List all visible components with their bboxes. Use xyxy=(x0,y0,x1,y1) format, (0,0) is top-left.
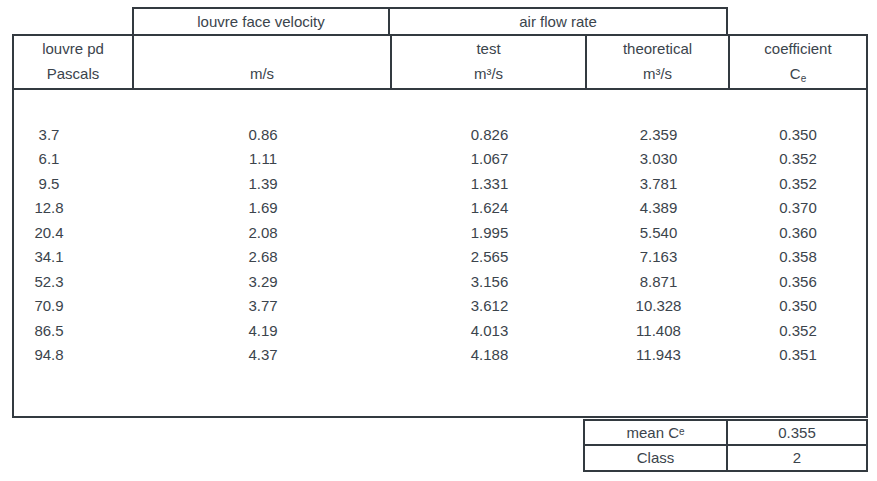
group-header-label: air flow rate xyxy=(519,13,597,30)
table-row: 70.9 3.77 3.612 10.328 0.350 xyxy=(14,294,866,319)
table-body-rows: 3.7 0.86 0.826 2.359 0.350 6.1 1.11 1.06… xyxy=(14,122,866,367)
cell-coefficient: 0.351 xyxy=(730,346,866,363)
cell-velocity: 1.69 xyxy=(134,199,392,216)
summary-mean-value: 0.355 xyxy=(728,421,866,446)
cell-velocity: 2.68 xyxy=(134,248,392,265)
cell-louvre-pd: 52.3 xyxy=(14,273,134,290)
cell-test-flow: 4.188 xyxy=(392,346,587,363)
cell-velocity: 3.77 xyxy=(134,297,392,314)
cell-theoretical-flow: 3.030 xyxy=(587,150,730,167)
column-header-coefficient: coefficient Ce xyxy=(730,36,866,88)
column-header-unit: m³/s xyxy=(643,65,672,83)
cell-theoretical-flow: 7.163 xyxy=(587,248,730,265)
cell-louvre-pd: 86.5 xyxy=(14,322,134,339)
table-row: 34.1 2.68 2.565 7.163 0.358 xyxy=(14,245,866,270)
column-header-velocity: m/s xyxy=(134,36,392,88)
column-header-row: louvre pd Pascals m/s test m³/s theoreti… xyxy=(12,34,868,90)
cell-coefficient: 0.356 xyxy=(730,273,866,290)
cell-coefficient: 0.352 xyxy=(730,322,866,339)
column-header-unit: Pascals xyxy=(47,65,100,83)
cell-test-flow: 2.565 xyxy=(392,248,587,265)
cell-theoretical-flow: 8.871 xyxy=(587,273,730,290)
cell-coefficient: 0.352 xyxy=(730,150,866,167)
table-row: 6.1 1.11 1.067 3.030 0.352 xyxy=(14,147,866,172)
cell-louvre-pd: 3.7 xyxy=(14,126,134,143)
cell-louvre-pd: 70.9 xyxy=(14,297,134,314)
table-row: 94.8 4.37 4.188 11.943 0.351 xyxy=(14,343,866,368)
cell-theoretical-flow: 11.408 xyxy=(587,322,730,339)
table-row: 20.4 2.08 1.995 5.540 0.360 xyxy=(14,220,866,245)
column-header-test: test m³/s xyxy=(392,36,587,88)
coefficient-subscript: e xyxy=(801,73,807,84)
column-header-title: coefficient xyxy=(764,40,831,58)
cell-theoretical-flow: 4.389 xyxy=(587,199,730,216)
column-header-unit: m/s xyxy=(250,65,274,83)
louvre-test-data-table: louvre face velocity air flow rate louvr… xyxy=(0,0,877,481)
summary-box: mean Ce 0.355 Class 2 xyxy=(583,419,868,472)
cell-coefficient: 0.350 xyxy=(730,126,866,143)
cell-velocity: 0.86 xyxy=(134,126,392,143)
cell-theoretical-flow: 10.328 xyxy=(587,297,730,314)
cell-coefficient: 0.360 xyxy=(730,224,866,241)
cell-velocity: 1.11 xyxy=(134,150,392,167)
table-row: 86.5 4.19 4.013 11.408 0.352 xyxy=(14,318,866,343)
column-header-title: theoretical xyxy=(623,40,692,58)
group-header-label: louvre face velocity xyxy=(197,13,325,30)
cell-louvre-pd: 34.1 xyxy=(14,248,134,265)
cell-velocity: 1.39 xyxy=(134,175,392,192)
table-row: 12.8 1.69 1.624 4.389 0.370 xyxy=(14,196,866,221)
column-header-unit: Ce xyxy=(790,65,806,83)
table-row: 3.7 0.86 0.826 2.359 0.350 xyxy=(14,122,866,147)
cell-coefficient: 0.370 xyxy=(730,199,866,216)
cell-velocity: 3.29 xyxy=(134,273,392,290)
cell-louvre-pd: 94.8 xyxy=(14,346,134,363)
summary-mean-label: mean Ce xyxy=(585,421,728,446)
cell-test-flow: 3.612 xyxy=(392,297,587,314)
cell-test-flow: 1.624 xyxy=(392,199,587,216)
cell-test-flow: 0.826 xyxy=(392,126,587,143)
cell-theoretical-flow: 2.359 xyxy=(587,126,730,143)
cell-louvre-pd: 20.4 xyxy=(14,224,134,241)
cell-louvre-pd: 12.8 xyxy=(14,199,134,216)
summary-class-value: 2 xyxy=(728,446,866,471)
column-header-title: test xyxy=(476,40,500,58)
cell-test-flow: 1.995 xyxy=(392,224,587,241)
cell-velocity: 2.08 xyxy=(134,224,392,241)
table-row: 9.5 1.39 1.331 3.781 0.352 xyxy=(14,171,866,196)
cell-velocity: 4.19 xyxy=(134,322,392,339)
column-header-unit: m³/s xyxy=(474,65,503,83)
summary-class-label: Class xyxy=(585,446,728,471)
cell-theoretical-flow: 5.540 xyxy=(587,224,730,241)
cell-theoretical-flow: 3.781 xyxy=(587,175,730,192)
cell-coefficient: 0.352 xyxy=(730,175,866,192)
cell-louvre-pd: 6.1 xyxy=(14,150,134,167)
column-header-theoretical: theoretical m³/s xyxy=(587,36,730,88)
cell-test-flow: 1.331 xyxy=(392,175,587,192)
cell-test-flow: 4.013 xyxy=(392,322,587,339)
column-header-title: louvre pd xyxy=(42,40,104,58)
cell-velocity: 4.37 xyxy=(134,346,392,363)
group-header-air-flow-rate: air flow rate xyxy=(388,7,728,36)
column-header-louvre-pd: louvre pd Pascals xyxy=(14,36,134,88)
cell-test-flow: 3.156 xyxy=(392,273,587,290)
cell-coefficient: 0.358 xyxy=(730,248,866,265)
cell-theoretical-flow: 11.943 xyxy=(587,346,730,363)
cell-coefficient: 0.350 xyxy=(730,297,866,314)
cell-louvre-pd: 9.5 xyxy=(14,175,134,192)
group-header-louvre-face-velocity: louvre face velocity xyxy=(132,7,390,36)
table-row: 52.3 3.29 3.156 8.871 0.356 xyxy=(14,269,866,294)
cell-test-flow: 1.067 xyxy=(392,150,587,167)
